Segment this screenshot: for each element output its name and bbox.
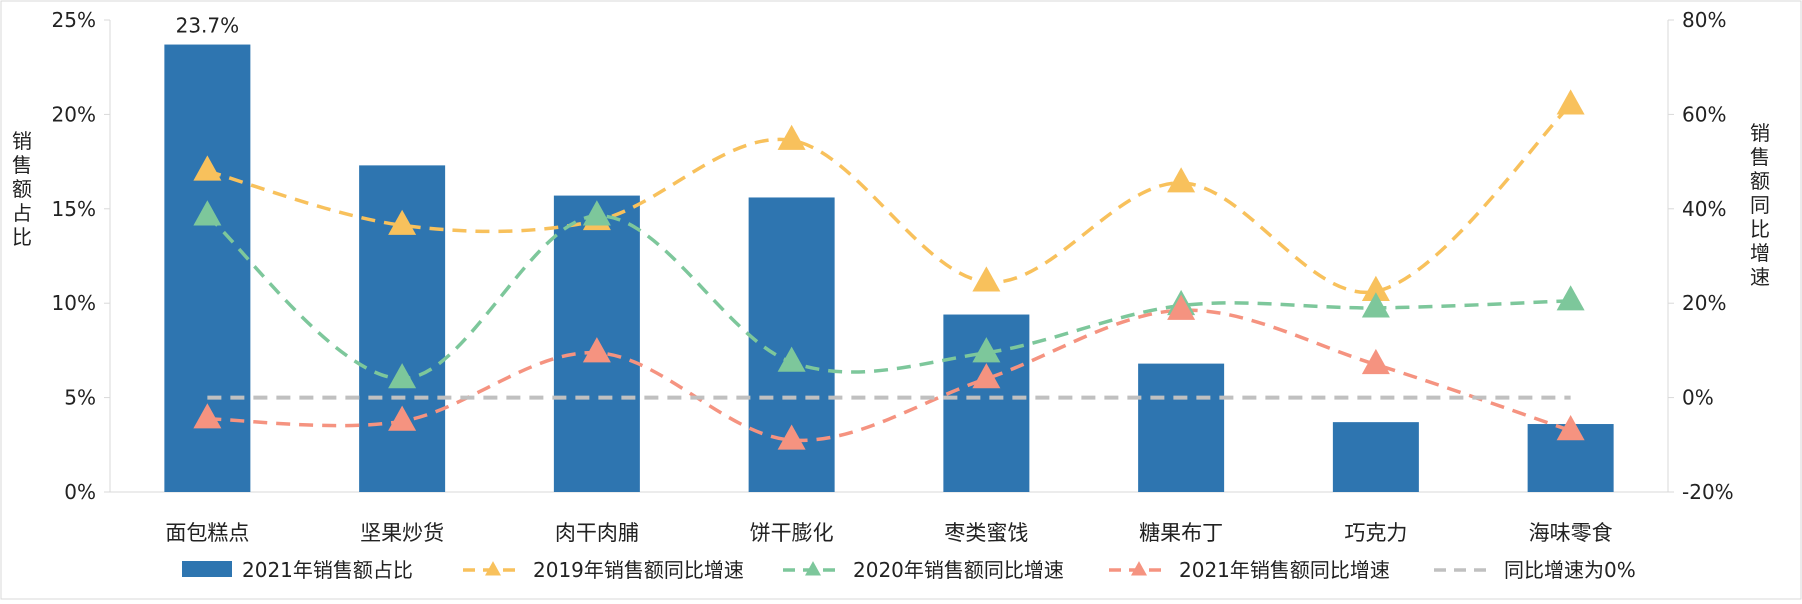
series-1-marker-1 — [388, 363, 417, 389]
legend-label-2: 2020年销售额同比增速 — [853, 558, 1064, 582]
series-2-marker-5 — [1167, 294, 1196, 320]
right-tick-label: 40% — [1682, 197, 1726, 221]
series-0-marker-6 — [1361, 275, 1390, 301]
legend-marker-1 — [485, 561, 501, 576]
series-0-marker-3 — [777, 124, 806, 150]
x-tick-label: 巧克力 — [1344, 521, 1407, 545]
series-2-marker-3 — [777, 424, 806, 450]
left-tick-label: 25% — [52, 8, 96, 32]
x-tick-label: 肉干肉脯 — [555, 521, 639, 545]
left-tick-label: 0% — [64, 480, 96, 504]
legend-marker-3 — [1131, 561, 1147, 576]
series-line-2 — [207, 308, 1572, 443]
bar-6 — [1332, 422, 1419, 492]
series-1-marker-3 — [777, 346, 806, 372]
series-line-0 — [206, 103, 1572, 295]
left-tick-label: 10% — [52, 291, 96, 315]
bar-data-label: 23.7% — [176, 14, 240, 38]
series-1-marker-4 — [972, 337, 1001, 363]
right-tick-label: 0% — [1682, 386, 1714, 410]
legend-swatch-0 — [182, 561, 232, 577]
left-axis-title: 销售额占比 — [12, 129, 32, 249]
series-2-marker-4 — [972, 363, 1001, 389]
series-0-marker-4 — [972, 266, 1001, 292]
x-tick-label: 海味零食 — [1529, 521, 1613, 545]
series-1-marker-6 — [1361, 292, 1390, 318]
series-1-marker-2 — [582, 200, 611, 226]
series-0-marker-1 — [388, 209, 417, 235]
series-1-marker-7 — [1556, 285, 1585, 311]
x-tick-label: 坚果炒货 — [360, 521, 444, 545]
right-tick-label: 60% — [1682, 102, 1726, 126]
right-tick-label: 80% — [1682, 8, 1726, 32]
series-2-marker-7 — [1556, 415, 1585, 441]
series-2-marker-1 — [388, 405, 417, 431]
series-2-marker-0 — [193, 403, 222, 429]
x-tick-label: 枣类蜜饯 — [944, 521, 1028, 545]
right-axis-title: 销售额同比增速 — [1750, 121, 1770, 289]
legend-label-0: 2021年销售额占比 — [242, 558, 413, 582]
series-2-marker-2 — [582, 337, 611, 363]
series-0-marker-7 — [1556, 89, 1585, 115]
left-tick-label: 20% — [52, 102, 96, 126]
legend-label-3: 2021年销售额同比增速 — [1179, 558, 1390, 582]
left-tick-label: 15% — [52, 197, 96, 221]
legend-label-1: 2019年销售额同比增速 — [533, 558, 744, 582]
series-0-marker-5 — [1167, 167, 1196, 193]
bar-5 — [1138, 363, 1225, 492]
legend-label-4: 同比增速为0% — [1504, 558, 1636, 582]
series-0-marker-0 — [193, 155, 222, 181]
right-tick-label: -20% — [1682, 480, 1734, 504]
series-1-marker-0 — [193, 200, 222, 226]
series-2-marker-6 — [1361, 348, 1390, 375]
x-tick-label: 饼干膨化 — [750, 521, 834, 545]
x-tick-label: 面包糕点 — [165, 521, 249, 545]
x-tick-label: 糖果布丁 — [1139, 521, 1223, 545]
left-tick-label: 5% — [64, 386, 96, 410]
right-tick-label: 20% — [1682, 291, 1726, 315]
series-line-1 — [206, 214, 1571, 381]
legend-marker-2 — [805, 561, 821, 576]
